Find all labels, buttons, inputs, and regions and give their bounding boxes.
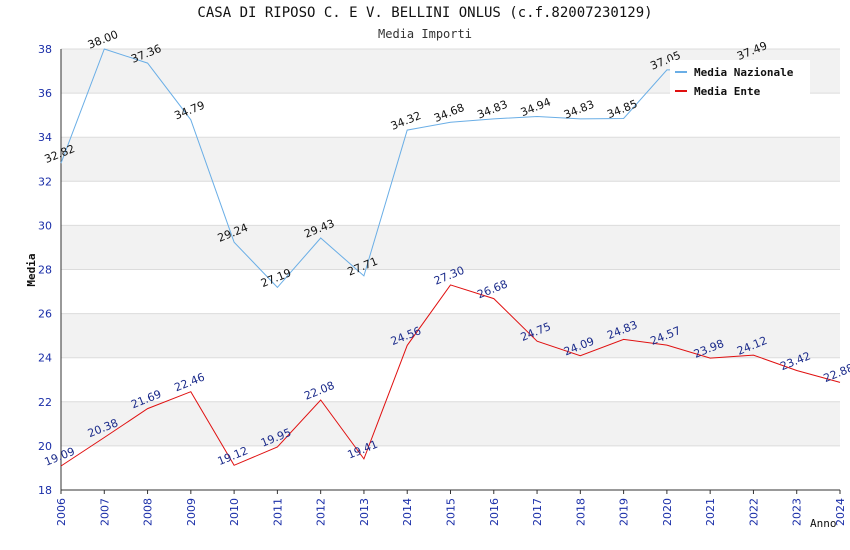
- y-tick-label: 18: [38, 484, 52, 497]
- x-axis-title: Anno: [810, 517, 837, 530]
- data-label: 34.85: [605, 97, 639, 121]
- legend: Media Nazionale Media Ente: [670, 60, 810, 98]
- x-tick-label: 2019: [618, 498, 631, 526]
- y-tick-label: 28: [38, 264, 52, 277]
- grid-band: [61, 225, 840, 270]
- plot-bands: [61, 49, 840, 446]
- x-tick-labels: 2006 2007 2008 2009 2010 2011 2012 2013 2014 2015…: [55, 498, 847, 526]
- data-label: 22.08: [302, 379, 336, 403]
- data-label: 19.12: [216, 444, 250, 468]
- x-tick-label: 2012: [315, 498, 328, 526]
- x-tick-label: 2018: [574, 498, 587, 526]
- y-tick-label: 24: [38, 352, 52, 365]
- y-axis-title: Media: [25, 253, 38, 286]
- x-tick-label: 2016: [488, 498, 501, 526]
- x-tick-label: 2023: [791, 498, 804, 526]
- chart-subtitle: Media Importi: [378, 27, 472, 41]
- x-tick-label: 2013: [358, 498, 371, 526]
- y-tick-label: 34: [38, 131, 52, 144]
- x-tick-label: 2011: [271, 498, 284, 526]
- grid-band: [61, 313, 840, 358]
- data-label: 38.00: [86, 28, 120, 52]
- legend-box: [670, 60, 810, 98]
- x-tick-label: 2010: [228, 498, 241, 526]
- x-tick-label: 2007: [98, 498, 111, 526]
- x-tick-label: 2015: [445, 498, 458, 526]
- grid-lines: [61, 48, 840, 491]
- x-tick-label: 2024: [834, 498, 847, 526]
- y-tick-label: 22: [38, 396, 52, 409]
- x-tick-label: 2022: [747, 498, 760, 526]
- grid-band: [61, 401, 840, 446]
- y-tick-label: 26: [38, 308, 52, 321]
- y-tick-label: 32: [38, 175, 52, 188]
- y-tick-label: 30: [38, 219, 52, 232]
- y-tick-label: 36: [38, 87, 52, 100]
- axes: [60, 49, 841, 494]
- chart-title: CASA DI RIPOSO C. E V. BELLINI ONLUS (c.…: [197, 5, 653, 21]
- grid-band: [61, 137, 840, 182]
- y-tick-label: 20: [38, 440, 52, 453]
- data-label: 34.83: [562, 98, 596, 122]
- y-tick-labels: 18 20 22 24 26 28 30 32 34 36 38: [38, 43, 52, 497]
- x-tick-label: 2006: [55, 498, 68, 526]
- x-tick-label: 2009: [185, 498, 198, 526]
- x-tick-label: 2008: [142, 498, 155, 526]
- x-tick-label: 2020: [661, 498, 674, 526]
- x-tick-label: 2017: [531, 498, 544, 526]
- data-label: 22.46: [172, 370, 206, 394]
- y-tick-label: 38: [38, 43, 52, 56]
- data-label: 34.94: [519, 95, 553, 119]
- legend-entry: Media Ente: [694, 85, 761, 98]
- legend-entry: Media Nazionale: [694, 66, 794, 79]
- x-tick-label: 2021: [704, 498, 717, 526]
- series-line-media-nazionale: [60, 48, 754, 289]
- x-tick-label: 2014: [401, 498, 414, 526]
- series-line-media-ente: [60, 284, 841, 467]
- data-label: 34.32: [389, 109, 423, 133]
- series-lines: [60, 48, 841, 467]
